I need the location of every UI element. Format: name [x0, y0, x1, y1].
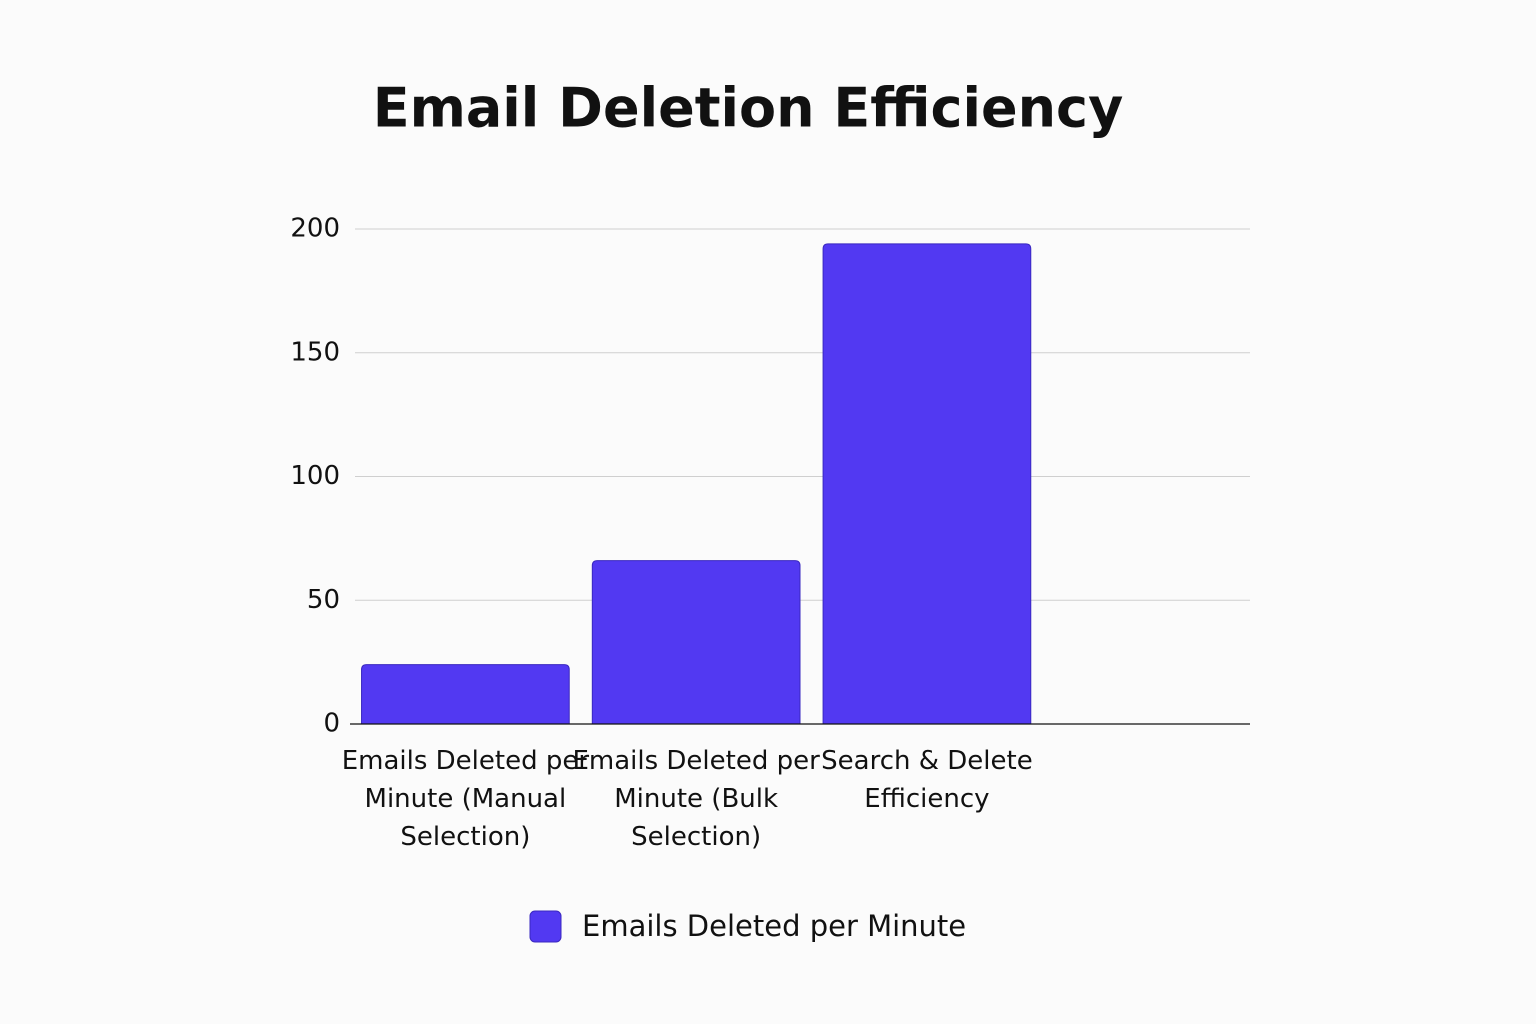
- legend-swatch: [529, 910, 562, 943]
- y-tick-label: 100: [290, 461, 340, 491]
- legend-label: Emails Deleted per Minute: [582, 909, 966, 943]
- bar: [591, 560, 801, 725]
- y-tick-label: 150: [290, 337, 340, 367]
- chart-title: Email Deletion Efficiency: [373, 77, 1124, 140]
- y-tick-label: 50: [307, 585, 340, 615]
- bar: [361, 664, 570, 725]
- y-tick-label: 200: [290, 214, 340, 244]
- y-tick-label: 0: [323, 709, 340, 739]
- x-tick-label: Emails Deleted per Minute (Manual Select…: [341, 746, 590, 852]
- x-tick-label: Search & Delete Efficiency: [821, 746, 1033, 814]
- x-tick-label: Emails Deleted per Minute (Bulk Selectio…: [572, 746, 820, 852]
- bar: [822, 243, 1032, 725]
